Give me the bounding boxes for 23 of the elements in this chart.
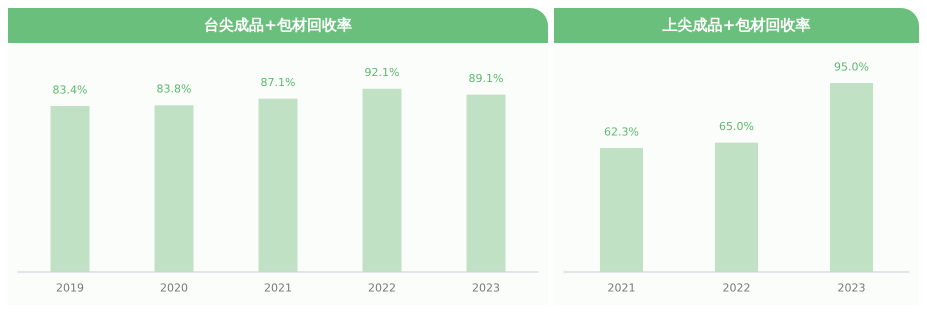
x-tick-label: 2023 bbox=[472, 281, 500, 294]
data-label: 89.1% bbox=[468, 72, 504, 86]
x-tick-label: 2022 bbox=[368, 281, 396, 294]
bar bbox=[258, 98, 298, 272]
x-tick-label: 2021 bbox=[264, 281, 292, 294]
x-tick-label: 2020 bbox=[160, 281, 188, 294]
chart-title: 上尖成品+包材回收率 bbox=[554, 8, 919, 43]
x-tick-label: 2023 bbox=[838, 281, 866, 294]
data-label: 83.8% bbox=[156, 82, 192, 96]
data-label: 92.1% bbox=[364, 66, 400, 80]
x-tick-label: 2022 bbox=[722, 281, 750, 294]
bar bbox=[466, 94, 506, 272]
bar bbox=[154, 105, 194, 272]
data-label: 65.0% bbox=[719, 120, 754, 133]
bar bbox=[362, 88, 402, 272]
data-label: 95.0% bbox=[834, 60, 869, 74]
x-tick-label: 2019 bbox=[56, 281, 84, 294]
data-label: 83.4% bbox=[52, 83, 88, 96]
x-tick-label: 2021 bbox=[608, 281, 636, 294]
data-label: 62.3% bbox=[604, 125, 639, 138]
chart-title: 台尖成品+包材回收率 bbox=[8, 8, 548, 43]
data-label: 87.1% bbox=[260, 76, 296, 90]
bar bbox=[50, 106, 90, 272]
